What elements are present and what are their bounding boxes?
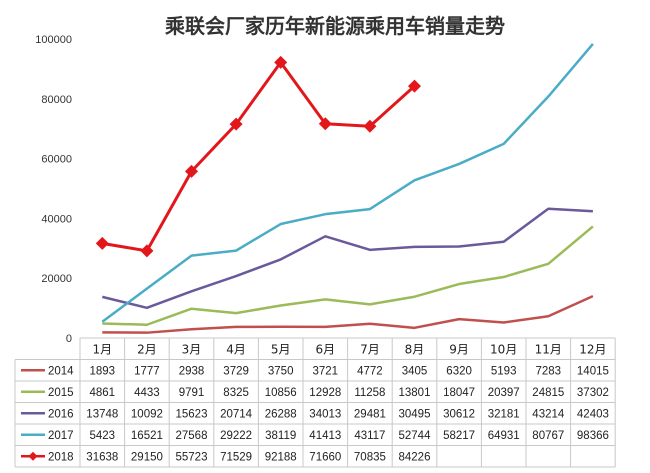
category-label: 10月 — [490, 342, 517, 356]
data-value-label: 26288 — [265, 408, 297, 420]
series-line-2015 — [102, 225, 594, 326]
legend-series-name: 2018 — [48, 451, 74, 463]
data-point-marker — [408, 79, 421, 93]
data-value-label: 70835 — [354, 451, 386, 463]
data-value-label: 4772 — [357, 365, 383, 377]
category-label: 11月 — [535, 342, 562, 356]
data-value-label: 32181 — [488, 408, 520, 420]
data-value-label: 64931 — [488, 430, 520, 442]
data-value-label: 37302 — [577, 387, 609, 399]
legend-series-name: 2016 — [48, 408, 74, 420]
data-value-label: 1777 — [134, 365, 160, 377]
chart-title: 乘联会厂家历年新能源乘用车销量走势 — [164, 14, 505, 38]
data-value-label: 11258 — [354, 387, 385, 399]
axis-layer: 0 20000 40000 60000 80000 100000 — [35, 34, 72, 345]
data-value-label: 5423 — [90, 430, 116, 442]
data-value-label: 42403 — [577, 408, 609, 420]
data-value-label: 13801 — [399, 387, 431, 399]
legend-series-name: 2017 — [48, 430, 74, 442]
series-line-2017 — [101, 43, 594, 323]
category-label: 2月 — [137, 342, 157, 356]
category-label: 12月 — [579, 342, 606, 356]
series-layer — [95, 43, 594, 334]
data-point-marker — [95, 236, 109, 250]
series-line-2014 — [102, 294, 594, 334]
data-value-label: 30495 — [399, 408, 431, 420]
data-value-label: 4433 — [134, 387, 160, 399]
data-value-label: 9791 — [179, 387, 205, 399]
data-value-label: 3405 — [402, 365, 428, 377]
data-value-label: 20714 — [220, 408, 253, 420]
data-value-label: 16521 — [131, 430, 163, 442]
data-value-label: 10856 — [265, 387, 297, 399]
data-value-label: 24815 — [532, 387, 564, 399]
data-value-label: 58217 — [443, 430, 475, 442]
data-value-label: 20397 — [488, 387, 520, 399]
series-line-2018 — [102, 60, 416, 253]
data-value-label: 6320 — [446, 365, 472, 377]
data-value-label: 38119 — [265, 430, 296, 442]
legend-series-name: 2014 — [48, 365, 74, 377]
legend-key-marker — [28, 451, 38, 461]
data-value-label: 4861 — [90, 387, 116, 399]
category-label: 6月 — [315, 342, 335, 356]
data-value-label: 43117 — [354, 430, 385, 442]
data-value-label: 98366 — [577, 430, 609, 442]
data-value-label: 8325 — [223, 387, 249, 399]
data-value-label: 18047 — [443, 387, 475, 399]
data-value-label: 3721 — [313, 365, 339, 377]
data-value-label: 7283 — [536, 365, 562, 377]
data-value-label: 92188 — [265, 451, 297, 463]
data-value-label: 5193 — [491, 365, 517, 377]
y-tick-label: 100000 — [35, 34, 72, 46]
data-point-marker — [274, 55, 288, 69]
y-tick-label: 40000 — [41, 213, 72, 225]
data-value-label: 15623 — [176, 408, 208, 420]
data-value-label: 80767 — [532, 430, 564, 442]
data-value-label: 84226 — [399, 451, 431, 463]
data-value-label: 71660 — [309, 451, 341, 463]
y-tick-label: 80000 — [41, 94, 72, 106]
data-value-label: 31638 — [86, 451, 118, 463]
data-value-label: 29222 — [220, 430, 252, 442]
data-value-label: 43214 — [532, 408, 565, 420]
data-value-label: 10092 — [131, 408, 163, 420]
data-value-label: 12928 — [309, 387, 341, 399]
y-tick-label: 60000 — [41, 154, 72, 166]
data-value-label: 13748 — [86, 408, 118, 420]
data-value-label: 29481 — [354, 408, 386, 420]
data-table: 1月 2月 3月 4月 5月 6月 7月 8月 9月 10月 11月 12月 2014 1893 1777 2… — [14, 337, 616, 468]
data-value-label: 3750 — [268, 365, 294, 377]
data-value-label: 34013 — [309, 408, 341, 420]
data-value-label: 41413 — [309, 430, 341, 442]
series-line-2016 — [102, 207, 593, 310]
data-value-label: 55723 — [176, 451, 208, 463]
data-value-label: 71529 — [220, 451, 252, 463]
category-label: 7月 — [360, 342, 380, 356]
legend-series-name: 2015 — [48, 387, 74, 399]
data-point-marker — [185, 164, 198, 178]
category-label: 5月 — [271, 342, 291, 356]
data-value-label: 27568 — [176, 430, 208, 442]
data-point-marker — [363, 119, 377, 133]
category-label: 9月 — [449, 342, 469, 356]
data-value-label: 30612 — [443, 408, 475, 420]
data-value-label: 1893 — [90, 365, 116, 377]
y-tick-label: 0 — [66, 333, 72, 345]
y-tick-label: 20000 — [41, 273, 72, 285]
category-label: 3月 — [182, 342, 202, 356]
data-value-label: 52744 — [399, 430, 432, 442]
data-point-marker — [318, 117, 332, 131]
data-value-label: 3729 — [223, 365, 249, 377]
category-label: 1月 — [92, 342, 112, 356]
data-value-label: 29150 — [131, 451, 163, 463]
data-value-label: 2938 — [179, 365, 205, 377]
category-label: 8月 — [405, 342, 425, 356]
data-point-marker — [140, 244, 154, 258]
category-label: 4月 — [226, 342, 246, 356]
data-value-label: 14015 — [577, 365, 609, 377]
data-point-marker — [229, 117, 243, 131]
